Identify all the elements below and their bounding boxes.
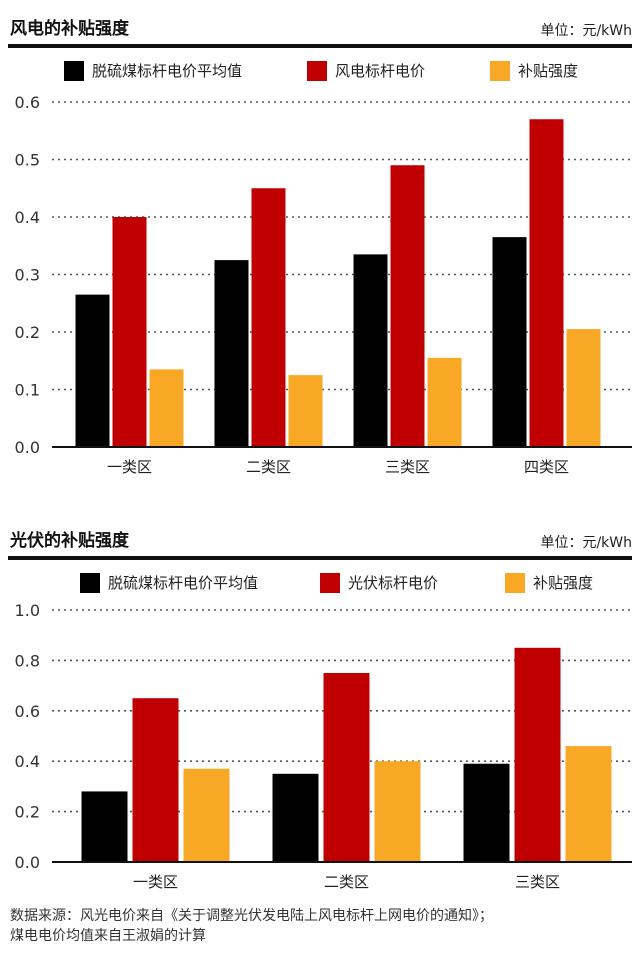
- bar: [81, 791, 128, 862]
- bar: [132, 698, 179, 862]
- y-tick-label: 0.0: [15, 853, 40, 872]
- y-tick-label: 0.5: [15, 151, 40, 170]
- x-tick-label: 三类区: [385, 458, 430, 476]
- legend-swatch: [80, 572, 100, 593]
- y-tick-label: 0.6: [15, 93, 40, 112]
- unit-label: 单位：元/kWh: [540, 535, 632, 551]
- y-tick-label: 0.3: [15, 266, 40, 285]
- x-tick-label: 二类区: [246, 458, 291, 476]
- legend-item-coal: 脱硫煤标杆电价平均值: [64, 60, 242, 81]
- y-tick-label: 0.4: [15, 752, 40, 771]
- bar: [514, 647, 561, 862]
- bar: [353, 254, 388, 447]
- legend-label: 脱硫煤标杆电价平均值: [108, 574, 259, 592]
- legend-label: 补贴强度: [518, 62, 579, 80]
- legend-swatch: [64, 60, 84, 81]
- y-tick-label: 0.8: [15, 651, 40, 670]
- wind-subsidy-panel: 风电的补贴强度 单位：元/kWh 脱硫煤标杆电价平均值 风电标杆电价 补贴强度 …: [0, 0, 640, 476]
- y-tick-label: 0.6: [15, 702, 40, 721]
- bar: [272, 773, 319, 862]
- bar: [75, 294, 110, 447]
- bar: [112, 217, 147, 447]
- source-footnote: 数据来源：风光电价来自《关于调整光伏发电陆上风电标杆上网电价的通知》； 煤电电价…: [10, 906, 630, 946]
- y-tick-label: 0.4: [15, 208, 40, 227]
- legend-swatch: [490, 60, 510, 81]
- title-rule: [8, 556, 632, 560]
- bar: [463, 763, 510, 862]
- bar: [566, 329, 601, 447]
- y-tick-label: 0.0: [15, 438, 40, 457]
- y-tick-label: 0.2: [15, 803, 40, 822]
- bar: [149, 369, 184, 447]
- legend-item-benchmark: 风电标杆电价: [307, 60, 425, 81]
- legend-item-coal: 脱硫煤标杆电价平均值: [80, 572, 258, 593]
- legend-label: 风电标杆电价: [335, 62, 426, 80]
- y-tick-label: 0.1: [15, 381, 40, 400]
- x-tick-label: 二类区: [324, 873, 369, 891]
- footnote-line: 数据来源：风光电价来自《关于调整光伏发电陆上风电标杆上网电价的通知》；: [10, 908, 493, 924]
- legend-swatch: [307, 60, 327, 81]
- legend: 脱硫煤标杆电价平均值 光伏标杆电价 补贴强度: [0, 572, 640, 594]
- x-tick-label: 三类区: [515, 873, 560, 891]
- legend-swatch: [320, 572, 340, 593]
- legend-label: 补贴强度: [533, 574, 594, 592]
- bar: [565, 746, 612, 862]
- bar: [183, 768, 230, 862]
- legend-label: 光伏标杆电价: [348, 574, 439, 592]
- bar: [251, 188, 286, 447]
- bar: [374, 761, 421, 862]
- x-tick-label: 一类区: [107, 458, 152, 476]
- wind-bar-chart: 0.0 0.1 0.2 0.3 0.4 0.5 0.6 一类区 二类区 三类区 四类区: [15, 93, 632, 476]
- legend-item-benchmark: 光伏标杆电价: [320, 572, 438, 593]
- bar: [529, 119, 564, 447]
- bar: [323, 673, 370, 862]
- legend: 脱硫煤标杆电价平均值 风电标杆电价 补贴强度: [0, 60, 640, 82]
- bar: [427, 357, 462, 447]
- y-tick-label: 1.0: [15, 601, 40, 620]
- bar: [288, 375, 323, 447]
- bar: [390, 165, 425, 447]
- footnote-line: 煤电电价均值来自王淑娟的计算: [10, 928, 206, 944]
- solar-subsidy-panel: 光伏的补贴强度 单位：元/kWh 脱硫煤标杆电价平均值 光伏标杆电价 补贴强度 …: [0, 512, 640, 902]
- chart-title: 风电的补贴强度: [10, 19, 129, 39]
- legend-label: 脱硫煤标杆电价平均值: [92, 62, 243, 80]
- bar: [492, 237, 527, 447]
- legend-swatch: [505, 572, 525, 593]
- chart-title: 光伏的补贴强度: [10, 531, 129, 551]
- unit-label: 单位：元/kWh: [540, 23, 632, 39]
- legend-item-subsidy: 补贴强度: [505, 572, 593, 593]
- legend-item-subsidy: 补贴强度: [490, 60, 578, 81]
- title-rule: [8, 44, 632, 48]
- y-tick-label: 0.2: [15, 323, 40, 342]
- solar-bar-chart: 0.0 0.2 0.4 0.6 0.8 1.0 一类区 二类区 三类区: [15, 601, 632, 891]
- x-tick-label: 一类区: [133, 873, 178, 891]
- x-tick-label: 四类区: [524, 458, 569, 476]
- bar: [214, 260, 249, 447]
